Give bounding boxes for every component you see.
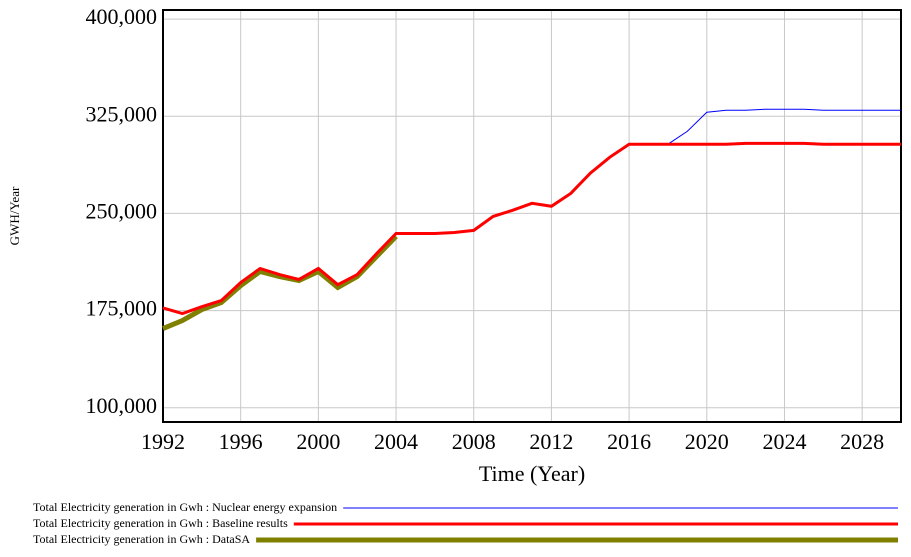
y-tick-label: 250,000 xyxy=(86,198,158,223)
series-line xyxy=(162,141,901,316)
y-axis-label: GWH/Year xyxy=(7,186,22,245)
legend-label: Total Electricity generation in Gwh : Da… xyxy=(33,532,250,546)
y-tick-label: 325,000 xyxy=(86,101,158,126)
x-tick-label: 2024 xyxy=(762,429,806,454)
series-line xyxy=(162,234,398,331)
y-tick-label: 400,000 xyxy=(86,4,158,29)
plot-frame xyxy=(162,9,902,423)
series-line xyxy=(162,108,901,315)
x-tick-label: 2008 xyxy=(452,429,496,454)
x-tick-label: 2028 xyxy=(840,429,884,454)
x-tick-label: 1992 xyxy=(141,429,185,454)
x-tick-label: 2004 xyxy=(374,429,418,454)
legend-label: Total Electricity generation in Gwh : Nu… xyxy=(33,500,337,514)
x-tick-label: 2016 xyxy=(607,429,651,454)
x-axis-label: Time (Year) xyxy=(479,461,585,486)
x-tick-label: 1996 xyxy=(219,429,263,454)
x-tick-label: 2020 xyxy=(685,429,729,454)
x-tick-label: 2000 xyxy=(296,429,340,454)
y-tick-label: 175,000 xyxy=(86,296,158,321)
y-tick-label: 100,000 xyxy=(86,393,158,418)
legend-label: Total Electricity generation in Gwh : Ba… xyxy=(33,516,288,530)
x-tick-label: 2012 xyxy=(529,429,573,454)
